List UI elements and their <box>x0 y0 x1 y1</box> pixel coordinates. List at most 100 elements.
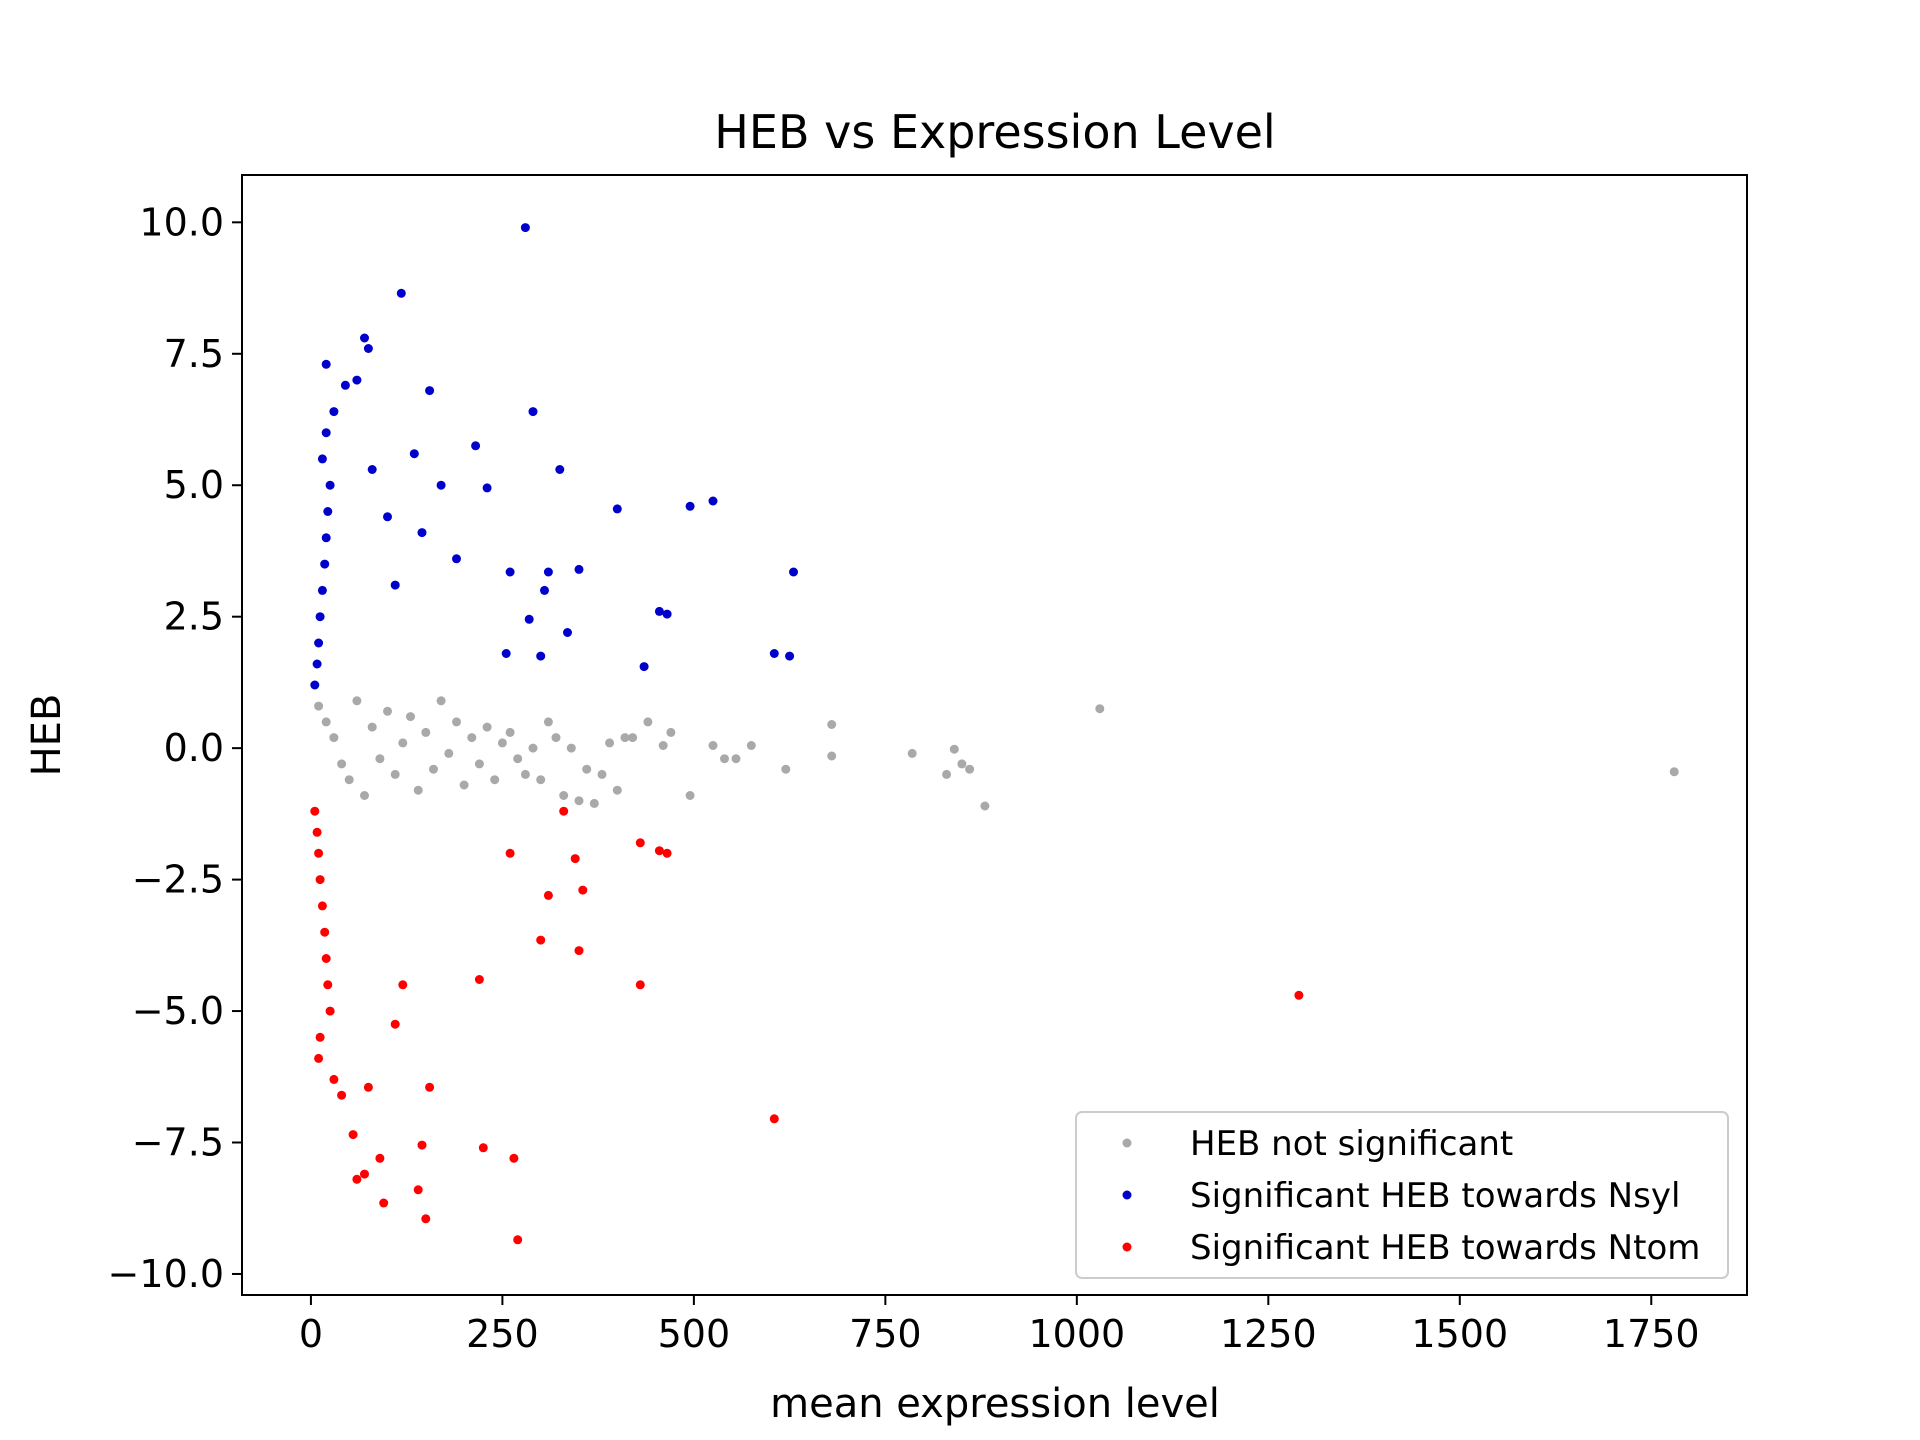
data-point <box>605 738 615 748</box>
legend-marker <box>1122 1138 1132 1148</box>
data-point <box>320 559 330 569</box>
data-point <box>398 738 408 748</box>
data-point <box>459 780 469 790</box>
data-point <box>658 741 668 750</box>
data-point <box>1669 767 1679 777</box>
data-point <box>329 733 339 743</box>
data-point <box>310 680 320 690</box>
data-point <box>363 1082 373 1092</box>
data-point <box>789 567 798 577</box>
data-point <box>396 288 406 298</box>
data-point <box>520 223 530 233</box>
data-point <box>452 717 461 727</box>
y-tick-label: −5.0 <box>132 989 224 1033</box>
data-point <box>352 375 362 385</box>
data-point <box>323 980 333 990</box>
legend-box <box>1075 1111 1729 1279</box>
data-point <box>536 775 546 785</box>
data-point <box>570 854 580 864</box>
x-tick-label: 1500 <box>1411 1312 1508 1356</box>
data-point <box>505 848 515 858</box>
data-point <box>957 759 967 769</box>
data-point <box>513 754 523 764</box>
data-point <box>654 606 664 616</box>
data-point <box>589 798 599 808</box>
data-point <box>321 359 331 369</box>
data-point <box>505 727 515 737</box>
data-point <box>317 454 327 464</box>
y-tick-label: 2.5 <box>164 595 224 639</box>
series-0 <box>314 696 1679 811</box>
data-point <box>320 927 330 937</box>
data-point <box>769 1114 779 1124</box>
data-point <box>1095 704 1105 714</box>
y-tick-label: −10.0 <box>108 1252 224 1296</box>
data-point <box>574 796 584 806</box>
legend-label: HEB not significant <box>1190 1124 1513 1164</box>
data-point <box>379 1198 389 1208</box>
y-tick-label: 0.0 <box>164 726 224 770</box>
x-axis-ticks: 0 250 500 750 1000 1250 1500 1750 <box>299 1295 1700 1356</box>
data-point <box>409 449 419 459</box>
data-point <box>344 775 354 785</box>
x-axis-title: mean expression level <box>770 1381 1220 1427</box>
y-axis-ticks: −10.0 −7.5 −5.0 −2.5 0.0 2.5 5.0 7.5 10.0 <box>108 200 242 1296</box>
data-point <box>574 564 584 574</box>
data-point <box>323 507 333 516</box>
data-point <box>444 748 454 758</box>
data-point <box>383 706 392 716</box>
legend-label: Significant HEB towards Ntom <box>1190 1228 1700 1268</box>
data-point <box>474 975 484 984</box>
data-point <box>321 954 331 963</box>
x-tick-label: 1750 <box>1603 1312 1700 1356</box>
legend-marker <box>1122 1190 1132 1200</box>
data-point <box>501 649 511 658</box>
legend-marker <box>1122 1242 1132 1252</box>
data-point <box>528 743 538 753</box>
data-point <box>417 528 427 538</box>
data-point <box>337 1090 347 1100</box>
data-point <box>528 407 538 417</box>
data-point <box>513 1235 523 1245</box>
data-point <box>620 733 630 743</box>
data-point <box>685 501 695 511</box>
data-point <box>436 480 446 490</box>
data-point <box>452 554 461 564</box>
data-point <box>827 720 837 729</box>
data-point <box>363 344 373 353</box>
data-point <box>582 764 592 774</box>
data-point <box>314 638 324 648</box>
data-point <box>559 806 569 816</box>
x-tick-label: 1000 <box>1028 1312 1125 1356</box>
data-point <box>310 806 320 816</box>
data-point <box>352 1174 362 1184</box>
data-point <box>662 848 672 858</box>
data-point <box>540 585 549 595</box>
data-point <box>321 717 331 727</box>
chart-title: HEB vs Expression Level <box>714 105 1275 159</box>
data-point <box>524 614 534 624</box>
data-point <box>321 533 331 543</box>
plot-frame <box>241 174 1748 1296</box>
data-point <box>429 764 438 774</box>
data-point <box>425 1082 435 1092</box>
y-tick-label: 7.5 <box>164 332 224 376</box>
data-point <box>317 585 327 595</box>
data-point <box>612 785 622 795</box>
x-tick-label: 250 <box>466 1312 539 1356</box>
plot-points <box>310 223 1679 1245</box>
data-point <box>436 696 446 706</box>
data-point <box>635 838 645 848</box>
data-point <box>421 1214 431 1224</box>
data-point <box>314 1053 324 1063</box>
data-point <box>360 333 369 343</box>
x-tick-label: 1250 <box>1220 1312 1317 1356</box>
data-point <box>980 801 990 811</box>
data-point <box>467 733 477 743</box>
data-point <box>509 1153 519 1163</box>
data-point <box>317 901 327 911</box>
legend-label: Significant HEB towards Nsyl <box>1190 1176 1680 1216</box>
data-point <box>413 1185 423 1195</box>
data-point <box>390 1019 400 1029</box>
